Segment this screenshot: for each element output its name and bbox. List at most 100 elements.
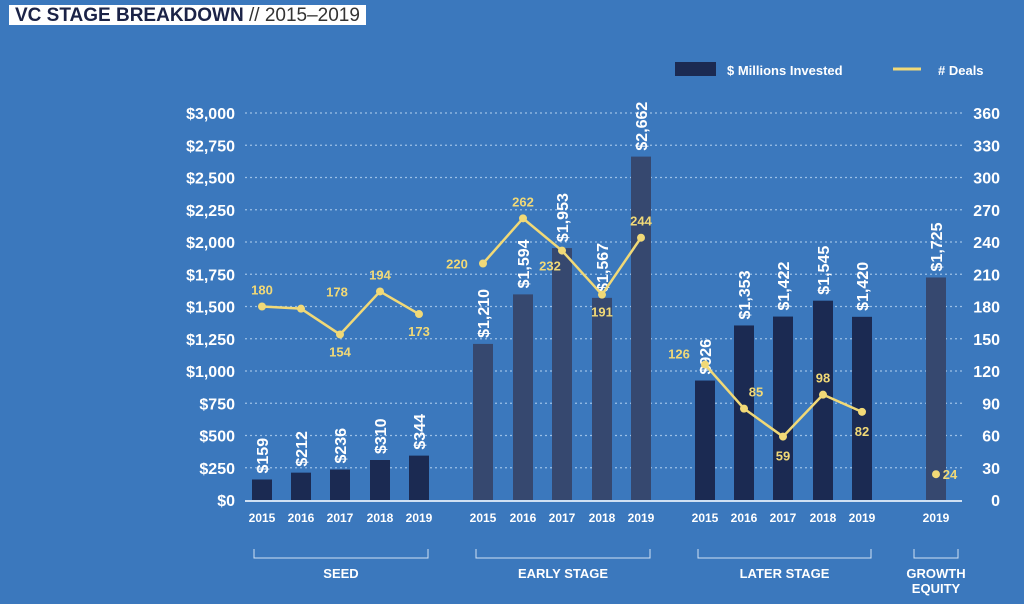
bar xyxy=(592,297,612,500)
bar-value-label: $1,422 xyxy=(776,262,793,311)
group-bracket xyxy=(697,549,872,559)
bar-value-label: $236 xyxy=(333,428,350,464)
bar xyxy=(926,277,946,500)
y-right-tick-label: 0 xyxy=(991,493,1000,510)
deals-point xyxy=(819,390,827,399)
x-tick-label: 2015 xyxy=(692,511,719,525)
bar xyxy=(813,300,833,500)
y-right-tick-label: 120 xyxy=(973,364,1000,381)
y-right-tick-label: 150 xyxy=(973,332,1000,349)
y-right-tick-label: 270 xyxy=(973,203,1000,220)
deals-point xyxy=(701,360,709,369)
bar-value-label: $1,353 xyxy=(737,270,754,319)
deals-point xyxy=(336,330,344,339)
deals-point xyxy=(598,290,606,299)
x-tick-label: 2019 xyxy=(406,511,433,525)
x-tick-label: 2015 xyxy=(470,511,497,525)
deals-value-label: 180 xyxy=(251,283,273,298)
bar xyxy=(409,455,429,500)
deals-point xyxy=(740,404,748,413)
deals-value-label: 59 xyxy=(776,449,790,464)
bar xyxy=(330,469,350,500)
legend-bar-label: $ Millions Invested xyxy=(727,63,843,78)
deals-point xyxy=(297,304,305,313)
x-tick-label: 2019 xyxy=(628,511,655,525)
y-right-tick-label: 300 xyxy=(973,171,1000,188)
x-tick-label: 2017 xyxy=(549,511,576,525)
y-right-tick-label: 180 xyxy=(973,300,1000,317)
deals-value-label: 154 xyxy=(329,344,351,359)
deals-value-label: 244 xyxy=(630,214,652,229)
bar-value-label: $159 xyxy=(255,438,272,474)
y-left-tick-label: $3,000 xyxy=(186,106,235,123)
title-main: VC STAGE BREAKDOWN xyxy=(15,5,244,26)
x-tick-label: 2018 xyxy=(810,511,837,525)
deals-value-label: 220 xyxy=(446,257,468,272)
bar xyxy=(552,248,572,500)
bar xyxy=(370,460,390,500)
deals-point xyxy=(519,214,527,223)
bar-value-label: $926 xyxy=(698,339,715,375)
deals-value-label: 85 xyxy=(749,385,763,400)
bar-value-label: $1,210 xyxy=(476,289,493,338)
bar-value-label: $1,594 xyxy=(516,239,533,288)
deals-value-label: 126 xyxy=(668,347,690,362)
deals-value-label: 82 xyxy=(855,424,869,439)
bar-value-label: $344 xyxy=(412,414,429,450)
y-left-tick-label: $2,250 xyxy=(186,203,235,220)
y-right-tick-label: 90 xyxy=(982,396,1000,413)
y-right-tick-label: 330 xyxy=(973,138,1000,155)
deals-point xyxy=(932,470,940,479)
bar-value-label: $212 xyxy=(294,431,311,467)
x-tick-label: 2018 xyxy=(589,511,616,525)
x-tick-label: 2016 xyxy=(731,511,758,525)
bar xyxy=(252,479,272,500)
y-left-tick-label: $2,500 xyxy=(186,171,235,188)
deals-point xyxy=(637,233,645,242)
deals-point xyxy=(779,432,787,441)
deals-point xyxy=(258,302,266,311)
deals-point xyxy=(415,310,423,319)
y-left-tick-label: $1,500 xyxy=(186,300,235,317)
y-right-tick-label: 240 xyxy=(973,235,1000,252)
y-left-tick-label: $750 xyxy=(199,396,235,413)
bar xyxy=(773,316,793,500)
title-sub: // 2015–2019 xyxy=(249,5,360,26)
bar-value-label: $1,420 xyxy=(855,262,872,311)
group-bracket xyxy=(475,549,651,559)
y-right-tick-label: 210 xyxy=(973,267,1000,284)
group-label: LATER STAGE xyxy=(740,566,830,581)
y-right-tick-label: 30 xyxy=(982,461,1000,478)
bar xyxy=(473,343,493,500)
x-tick-label: 2017 xyxy=(327,511,354,525)
legend-line-label: # Deals xyxy=(938,63,984,78)
bar xyxy=(734,325,754,500)
y-left-tick-label: $0 xyxy=(217,493,235,510)
deals-value-label: 262 xyxy=(512,194,534,209)
deals-value-label: 178 xyxy=(326,285,348,300)
group-bracket xyxy=(913,549,959,559)
deals-point xyxy=(558,246,566,255)
deals-value-label: 232 xyxy=(539,259,561,274)
y-left-tick-label: $500 xyxy=(199,429,235,446)
group-label: EARLY STAGE xyxy=(518,566,608,581)
y-left-tick-label: $1,000 xyxy=(186,364,235,381)
deals-value-label: 191 xyxy=(591,305,613,320)
bar-value-label: $1,545 xyxy=(816,246,833,295)
bar xyxy=(291,472,311,500)
deals-value-label: 173 xyxy=(408,324,430,339)
bar-value-label: $310 xyxy=(373,418,390,454)
group-label: SEED xyxy=(323,566,358,581)
x-tick-label: 2018 xyxy=(367,511,394,525)
deals-value-label: 98 xyxy=(816,371,830,386)
x-tick-label: 2015 xyxy=(249,511,276,525)
bar xyxy=(631,156,651,501)
y-left-tick-label: $1,250 xyxy=(186,332,235,349)
x-tick-label: 2019 xyxy=(923,511,950,525)
chart-title: VC STAGE BREAKDOWN // 2015–2019 xyxy=(9,5,366,26)
bar-value-label: $1,725 xyxy=(929,222,946,271)
deals-value-label: 194 xyxy=(369,267,391,282)
y-left-tick-label: $2,750 xyxy=(186,138,235,155)
deals-value-label: 24 xyxy=(943,467,958,482)
